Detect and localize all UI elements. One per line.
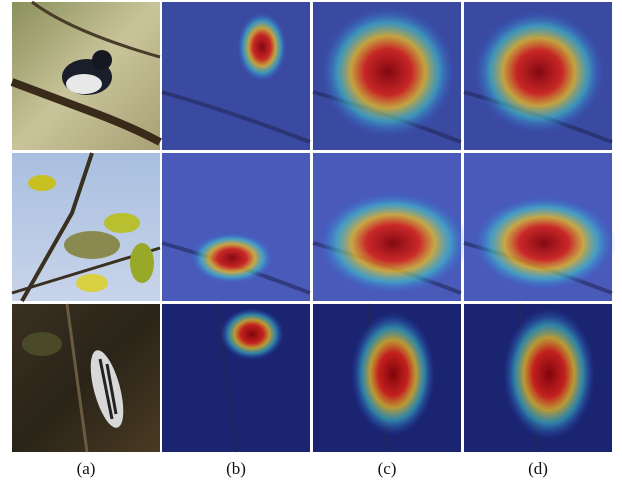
- caption: (a): [77, 459, 96, 478]
- activation: [351, 312, 435, 436]
- activation: [472, 195, 616, 291]
- image-a-row1: [12, 2, 160, 150]
- heatmap-image: [162, 304, 310, 452]
- heatmap-image: [313, 304, 461, 452]
- image-a-row2: [12, 153, 160, 301]
- activation: [320, 6, 456, 138]
- activation: [220, 308, 284, 360]
- activation: [237, 12, 287, 82]
- heatmap-image: [162, 153, 310, 301]
- activation: [473, 10, 605, 134]
- heatmap-image: [313, 153, 469, 301]
- activation: [317, 191, 469, 295]
- image-base: [162, 2, 310, 150]
- heatmap-image: [464, 153, 616, 301]
- activation: [190, 232, 274, 284]
- caption: (c): [378, 459, 397, 478]
- activation: [503, 308, 595, 440]
- heatmap-image: [313, 2, 461, 150]
- image-a-row3: [12, 304, 160, 452]
- heatmap-image: [162, 2, 310, 150]
- heatmap-image: [464, 304, 612, 452]
- caption: (b): [226, 459, 246, 478]
- figure: (a) (b) (c) (d): [0, 0, 622, 486]
- caption: (d): [528, 459, 548, 478]
- heatmap-image: [464, 2, 612, 150]
